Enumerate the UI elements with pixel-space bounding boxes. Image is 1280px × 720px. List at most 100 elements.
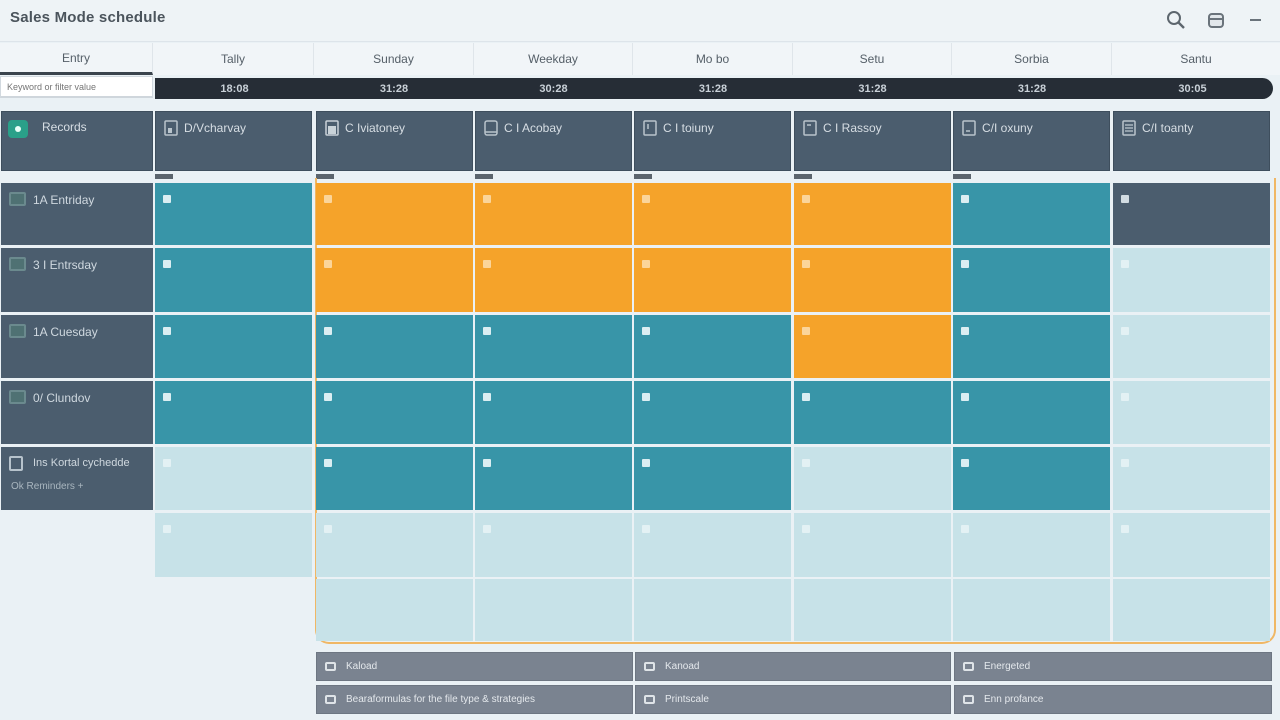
column-header[interactable]: Mo bo bbox=[633, 43, 793, 75]
schedule-cell[interactable] bbox=[794, 513, 951, 577]
footer-button[interactable]: Bearaformulas for the file type & strate… bbox=[316, 685, 633, 714]
column-header[interactable]: Sorbia bbox=[952, 43, 1112, 75]
header-card[interactable]: D/Vcharvay bbox=[155, 111, 312, 171]
search-icon[interactable] bbox=[1164, 8, 1188, 32]
schedule-cell[interactable] bbox=[953, 447, 1110, 510]
schedule-cell[interactable] bbox=[953, 248, 1110, 312]
schedule-cell[interactable] bbox=[1113, 248, 1270, 312]
schedule-cell[interactable] bbox=[316, 183, 473, 245]
row-sublabel[interactable]: Ok Reminders + bbox=[11, 481, 84, 492]
schedule-cell[interactable] bbox=[155, 513, 312, 577]
schedule-cell[interactable] bbox=[634, 381, 791, 444]
schedule-cell[interactable] bbox=[953, 183, 1110, 245]
schedule-cell[interactable] bbox=[1113, 315, 1270, 378]
footer-button[interactable]: Kanoad bbox=[635, 652, 951, 681]
filter-input[interactable] bbox=[0, 76, 153, 98]
window-restore-icon[interactable] bbox=[1204, 8, 1228, 32]
schedule-cell[interactable] bbox=[794, 381, 951, 444]
schedule-cell[interactable] bbox=[634, 447, 791, 510]
cell-marker-icon bbox=[642, 327, 650, 335]
column-label: Weekday bbox=[528, 52, 578, 66]
schedule-cell[interactable] bbox=[794, 315, 951, 378]
column-total: 18:08 bbox=[220, 82, 249, 95]
schedule-cell[interactable] bbox=[155, 248, 312, 312]
schedule-cell[interactable] bbox=[953, 315, 1110, 378]
schedule-cell[interactable] bbox=[316, 579, 473, 641]
schedule-cell[interactable] bbox=[1113, 447, 1270, 510]
footer-button[interactable]: Printscale bbox=[635, 685, 951, 714]
schedule-cell[interactable] bbox=[155, 183, 312, 245]
header-card-label: C/I oxuny bbox=[982, 121, 1033, 135]
schedule-cell[interactable] bbox=[953, 381, 1110, 444]
schedule-cell[interactable] bbox=[475, 248, 632, 312]
column-header[interactable]: Entry bbox=[0, 43, 153, 75]
column-label: Sorbia bbox=[1014, 52, 1049, 66]
footer-button[interactable]: Kaload bbox=[316, 652, 633, 681]
checkbox-icon[interactable] bbox=[9, 456, 23, 471]
column-marker bbox=[634, 174, 652, 179]
column-header[interactable]: Santu bbox=[1112, 43, 1280, 75]
schedule-cell[interactable] bbox=[316, 447, 473, 510]
schedule-cell[interactable] bbox=[1113, 513, 1270, 577]
cell-marker-icon bbox=[961, 260, 969, 268]
minimize-icon[interactable] bbox=[1244, 8, 1268, 32]
footer-button-label: Enn profance bbox=[984, 694, 1044, 705]
row-label: 3 I Entrsday bbox=[33, 258, 98, 272]
column-header[interactable]: Setu bbox=[793, 43, 952, 75]
schedule-cell[interactable] bbox=[634, 513, 791, 577]
schedule-cell[interactable] bbox=[475, 513, 632, 577]
header-card[interactable]: C I toiuny bbox=[634, 111, 791, 171]
schedule-cell[interactable] bbox=[1113, 579, 1270, 641]
schedule-cell[interactable] bbox=[316, 315, 473, 378]
cell-marker-icon bbox=[1121, 327, 1129, 335]
column-header[interactable]: Sunday bbox=[314, 43, 474, 75]
cell-marker-icon bbox=[961, 195, 969, 203]
schedule-cell[interactable] bbox=[155, 315, 312, 378]
header-card[interactable]: C/I oxuny bbox=[953, 111, 1110, 171]
footer-button[interactable]: Energeted bbox=[954, 652, 1272, 681]
schedule-cell[interactable] bbox=[316, 381, 473, 444]
schedule-cell[interactable] bbox=[634, 315, 791, 378]
schedule-cell[interactable] bbox=[953, 579, 1110, 641]
schedule-cell[interactable] bbox=[794, 183, 951, 245]
cell-marker-icon bbox=[483, 393, 491, 401]
schedule-cell[interactable] bbox=[634, 183, 791, 245]
row-header[interactable]: 1A Cuesday bbox=[1, 315, 153, 378]
schedule-cell[interactable] bbox=[1113, 183, 1270, 245]
schedule-cell[interactable] bbox=[475, 381, 632, 444]
header-card[interactable]: C/I toanty bbox=[1113, 111, 1270, 171]
row-header[interactable]: 3 I Entrsday bbox=[1, 248, 153, 312]
cell-marker-icon bbox=[642, 260, 650, 268]
column-header[interactable]: Tally bbox=[153, 43, 314, 75]
header-card[interactable]: C I Acobay bbox=[475, 111, 632, 171]
records-header-card[interactable]: Records bbox=[1, 111, 153, 171]
schedule-cell[interactable] bbox=[155, 447, 312, 510]
row-header[interactable]: Ins Kortal cychedde Ok Reminders + bbox=[1, 447, 153, 510]
schedule-cell[interactable] bbox=[953, 513, 1110, 577]
cell-marker-icon bbox=[1121, 195, 1129, 203]
schedule-cell[interactable] bbox=[475, 315, 632, 378]
schedule-cell[interactable] bbox=[634, 248, 791, 312]
schedule-cell[interactable] bbox=[475, 579, 632, 641]
schedule-cell[interactable] bbox=[634, 579, 791, 641]
cell-marker-icon bbox=[483, 260, 491, 268]
schedule-cell[interactable] bbox=[316, 248, 473, 312]
row-header[interactable]: 1A Entriday bbox=[1, 183, 153, 245]
row-header[interactable]: 0/ Clundov bbox=[1, 381, 153, 444]
header-card[interactable]: C I Rassoy bbox=[794, 111, 951, 171]
column-header[interactable]: Weekday bbox=[474, 43, 633, 75]
cell-marker-icon bbox=[324, 260, 332, 268]
schedule-cell[interactable] bbox=[1113, 381, 1270, 444]
schedule-cell[interactable] bbox=[475, 183, 632, 245]
schedule-cell[interactable] bbox=[316, 513, 473, 577]
header-card[interactable]: C Iviatoney bbox=[316, 111, 473, 171]
schedule-cell[interactable] bbox=[794, 579, 951, 641]
footer-button-label: Printscale bbox=[665, 694, 709, 705]
schedule-cell[interactable] bbox=[475, 447, 632, 510]
schedule-cell[interactable] bbox=[794, 447, 951, 510]
footer-button[interactable]: Enn profance bbox=[954, 685, 1272, 714]
folder-icon bbox=[325, 695, 336, 704]
schedule-cell[interactable] bbox=[155, 381, 312, 444]
schedule-cell[interactable] bbox=[794, 248, 951, 312]
footer-button-label: Bearaformulas for the file type & strate… bbox=[346, 694, 535, 705]
